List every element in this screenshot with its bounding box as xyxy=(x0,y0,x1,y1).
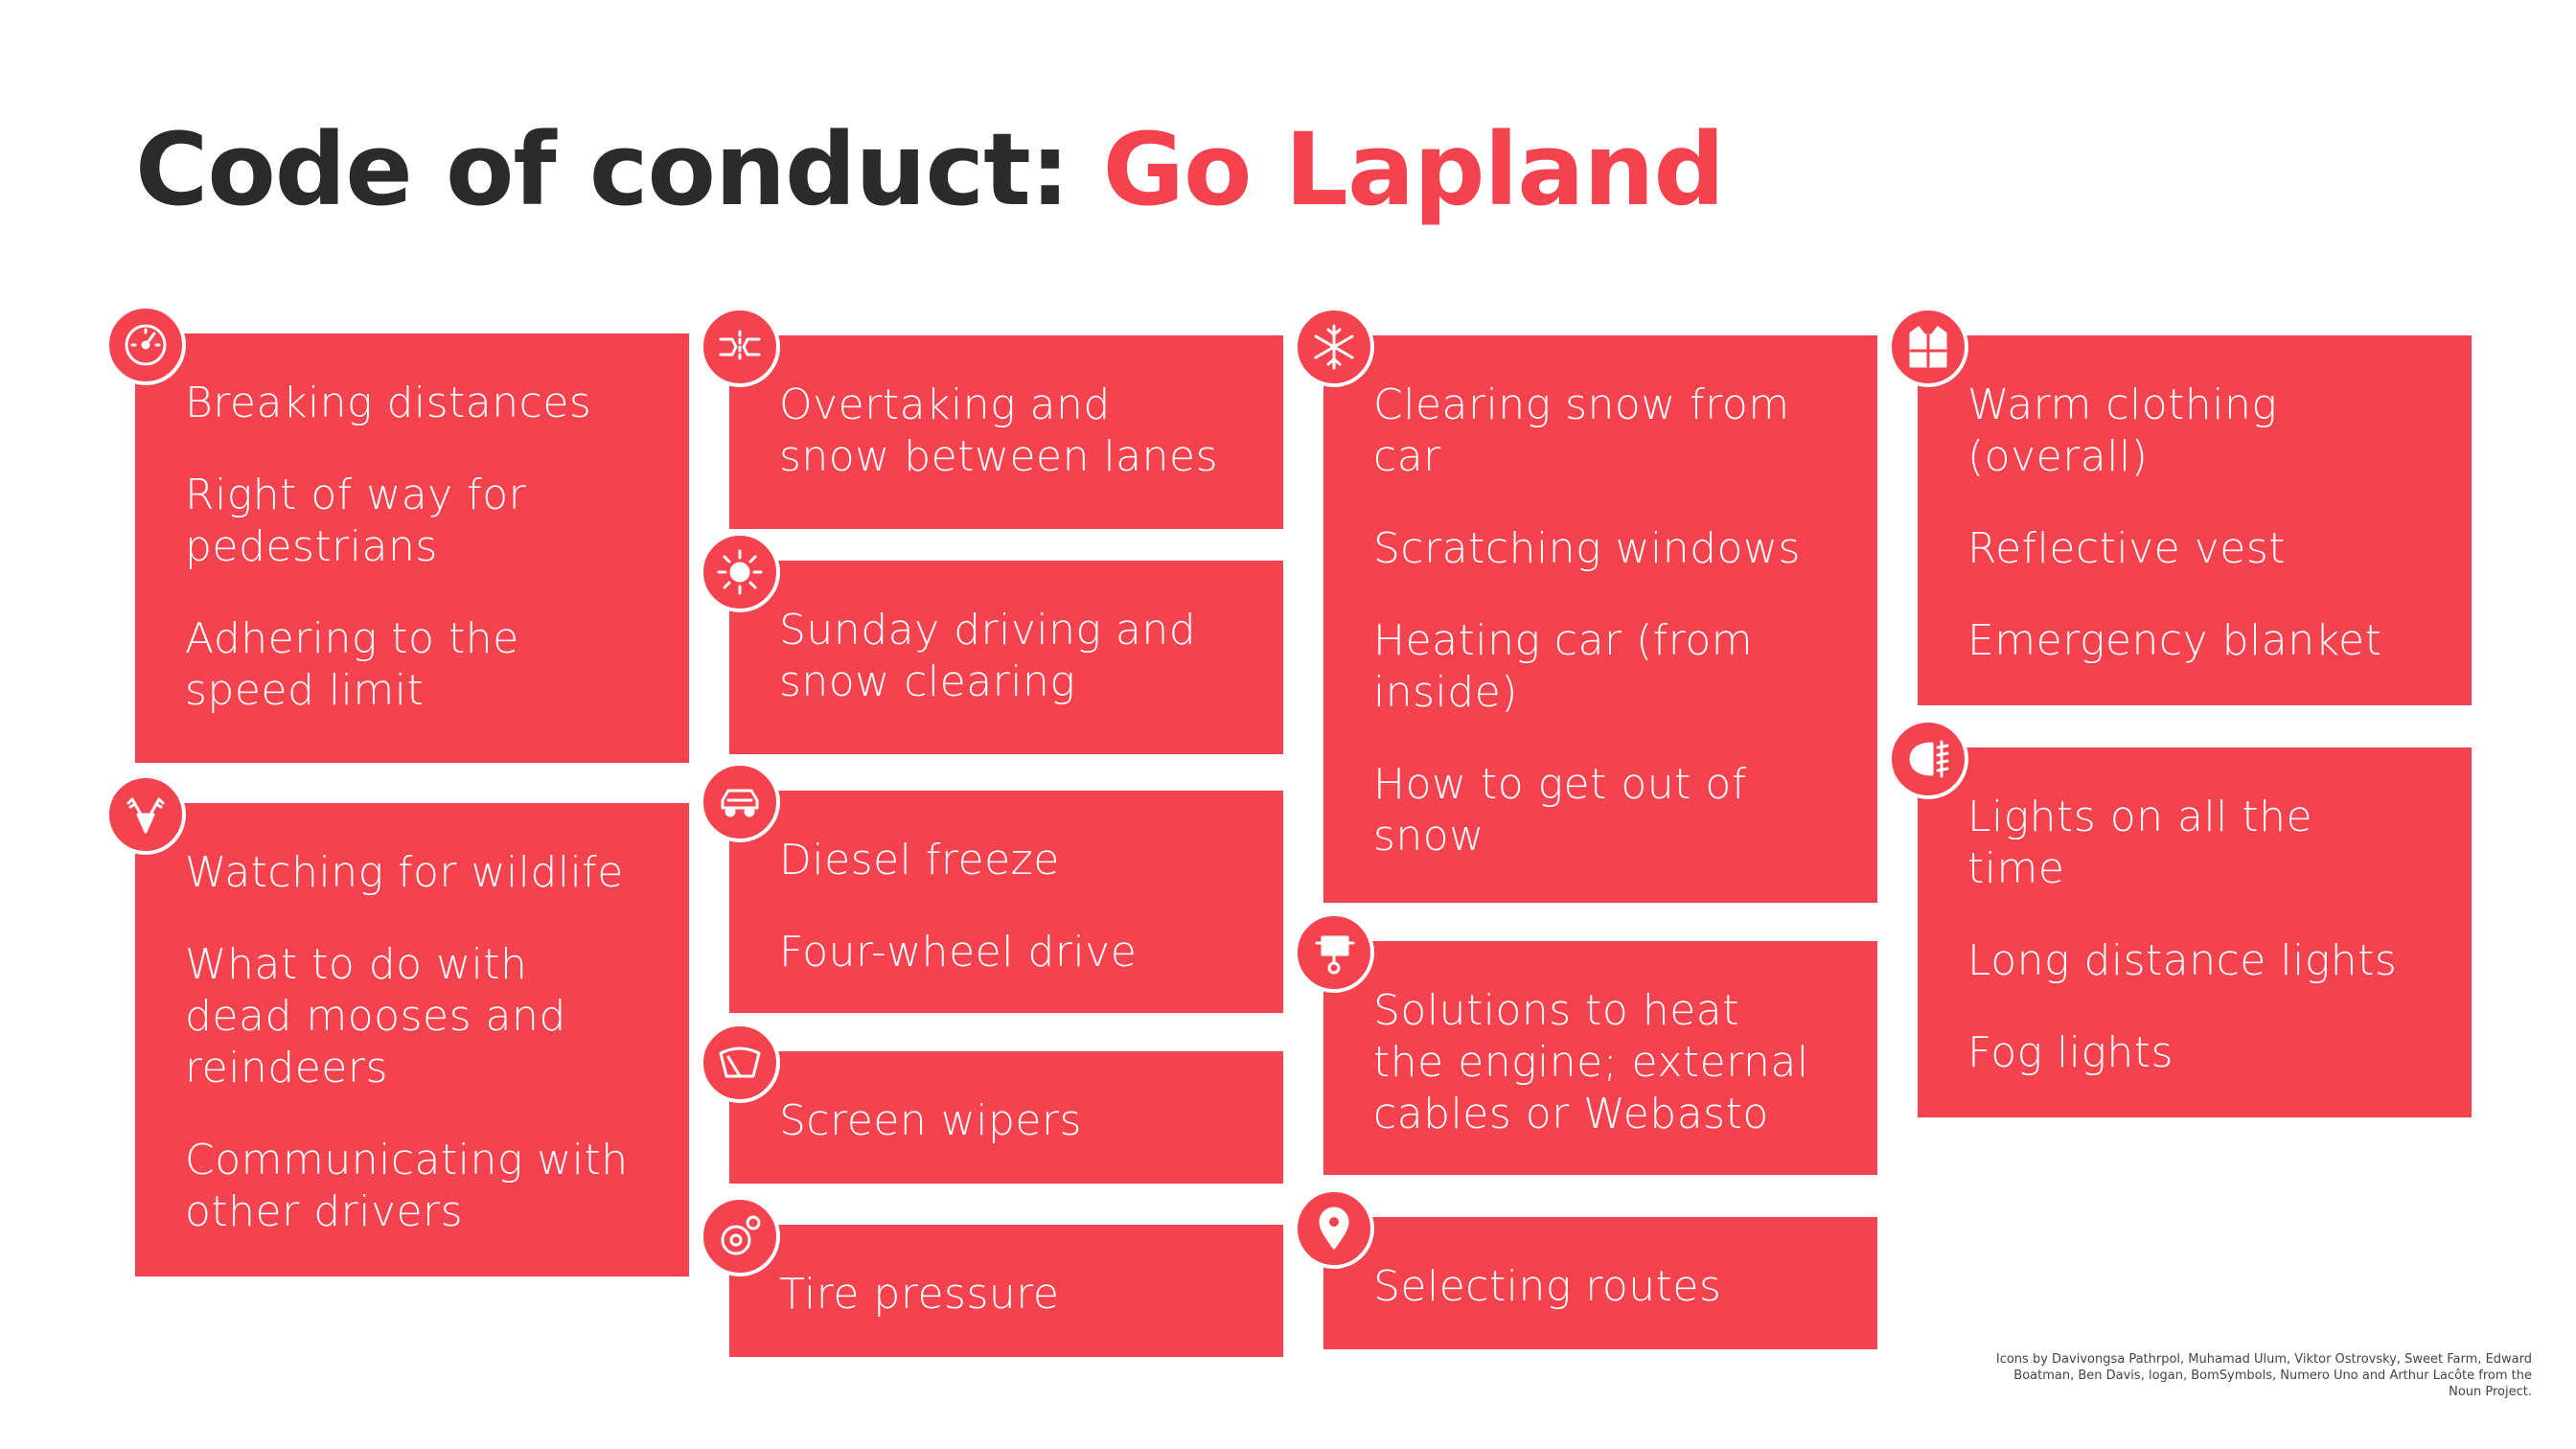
card-item: Communicating with other drivers xyxy=(185,1136,629,1236)
card-wildlife: Watching for wildlife What to do with de… xyxy=(135,803,689,1276)
card-item: Diesel freeze xyxy=(779,836,1060,885)
card-item: Watching for wildlife xyxy=(185,848,624,897)
card-item: What to do with dead mooses and reindeer… xyxy=(185,940,566,1092)
card-item-list: Solutions to heat the engine; external c… xyxy=(1373,985,1849,1140)
title-prefix: Code of conduct: xyxy=(135,111,1070,228)
reflective-vest-icon xyxy=(1888,307,1968,387)
card-item: Selecting routes xyxy=(1373,1262,1722,1311)
icon-credits: Icons by Davivongsa Pathrpol, Muhamad Ul… xyxy=(1995,1352,2532,1399)
snowflake-icon xyxy=(1294,307,1374,387)
windshield-wiper-icon xyxy=(700,1023,780,1103)
card-item: Warm clothing (overall) xyxy=(1967,380,2278,481)
card-item-list: Sunday driving and snow clearing xyxy=(779,605,1254,708)
card-item: Right of way for pedestrians xyxy=(185,471,527,571)
card-snow-clearing: Clearing snow from car Scratching window… xyxy=(1323,335,1877,903)
card-item-list: Tire pressure xyxy=(779,1269,1254,1321)
card-item-list: Watching for wildlife What to do with de… xyxy=(185,847,660,1238)
card-item-list: Breaking distances Right of way for pede… xyxy=(185,378,660,717)
card-sunday-driving: Sunday driving and snow clearing xyxy=(729,561,1283,754)
card-tire-pressure: Tire pressure xyxy=(729,1225,1283,1357)
card-item: Heating car (from inside) xyxy=(1373,616,1754,717)
card-item: Overtaking and snow between lanes xyxy=(779,380,1219,481)
page-title: Code of conduct: Go Lapland xyxy=(135,115,1725,224)
card-engine-heating: Solutions to heat the engine; external c… xyxy=(1323,941,1877,1175)
card-item-list: Selecting routes xyxy=(1373,1261,1849,1313)
overtaking-cars-icon xyxy=(700,307,780,387)
tire-pressure-icon xyxy=(700,1196,780,1276)
map-pin-icon xyxy=(1294,1188,1374,1269)
card-item: Lights on all the time xyxy=(1967,793,2313,893)
card-item: Tire pressure xyxy=(779,1270,1060,1319)
card-overtaking: Overtaking and snow between lanes xyxy=(729,335,1283,529)
card-item-list: Lights on all the time Long distance lig… xyxy=(1967,792,2443,1079)
card-item: Breaking distances xyxy=(185,379,592,427)
card-routes: Selecting routes xyxy=(1323,1217,1877,1349)
card-item: Fog lights xyxy=(1967,1028,2174,1077)
card-driving-basics: Breaking distances Right of way for pede… xyxy=(135,334,689,763)
card-item: Reflective vest xyxy=(1967,524,2286,573)
card-diesel: Diesel freeze Four-wheel drive xyxy=(729,791,1283,1013)
card-item-list: Screen wipers xyxy=(779,1095,1254,1147)
card-lights: Lights on all the time Long distance lig… xyxy=(1918,748,2472,1117)
card-item: Clearing snow from car xyxy=(1373,380,1790,481)
reindeer-icon xyxy=(105,774,186,855)
title-highlight: Go Lapland xyxy=(1102,111,1725,228)
speedometer-icon xyxy=(105,305,186,385)
card-item: Solutions to heat the engine; external c… xyxy=(1373,986,1809,1138)
card-item: Screen wipers xyxy=(779,1096,1082,1145)
headlight-icon xyxy=(1888,719,1968,799)
card-item: Sunday driving and snow clearing xyxy=(779,606,1197,706)
card-item: Scratching windows xyxy=(1373,524,1801,573)
engine-heater-icon xyxy=(1294,912,1374,993)
sun-icon xyxy=(700,532,780,612)
card-item-list: Diesel freeze Four-wheel drive xyxy=(779,835,1254,978)
card-item: Adhering to the speed limit xyxy=(185,614,519,715)
card-item: Four-wheel drive xyxy=(779,928,1138,977)
card-item: Long distance lights xyxy=(1967,936,2398,985)
car-icon xyxy=(700,762,780,842)
card-wipers: Screen wipers xyxy=(729,1051,1283,1184)
card-item: Emergency blanket xyxy=(1967,616,2382,665)
card-item-list: Clearing snow from car Scratching window… xyxy=(1373,380,1849,862)
card-item-list: Overtaking and snow between lanes xyxy=(779,380,1254,483)
card-item-list: Warm clothing (overall) Reflective vest … xyxy=(1967,380,2443,667)
card-clothing: Warm clothing (overall) Reflective vest … xyxy=(1918,335,2472,705)
card-item: How to get out of snow xyxy=(1373,760,1747,861)
